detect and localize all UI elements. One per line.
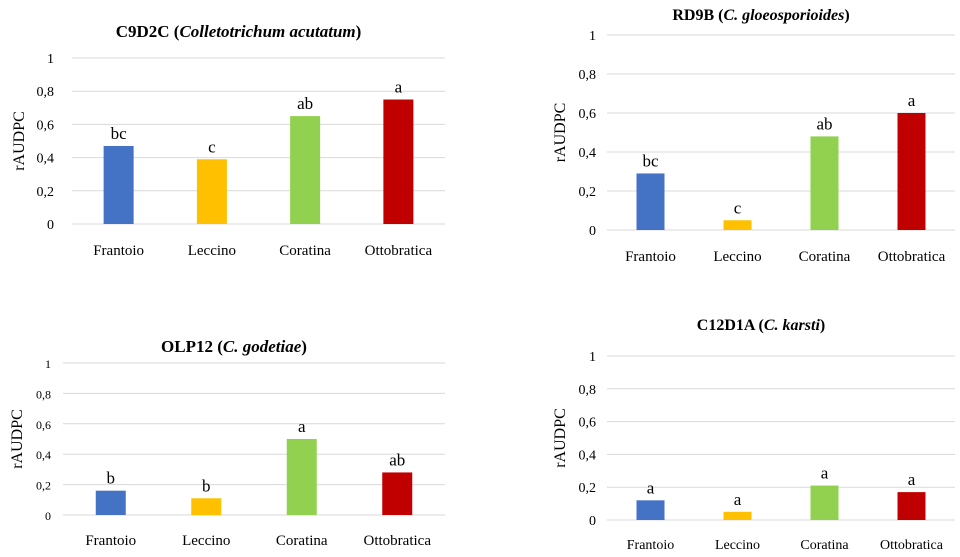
- bar-frantoio: [95, 490, 126, 515]
- x-tick-label-coratina: Coratina: [279, 243, 331, 259]
- y-tick-label: 0,6: [37, 118, 55, 133]
- y-tick-label: 0: [45, 509, 51, 523]
- bar-coratina: [810, 136, 839, 230]
- y-tick-label: 0,2: [36, 479, 51, 493]
- y-tick-label: 0: [589, 514, 596, 529]
- bar-chart-c9d2c: C9D2C (Colletotrichum acutatum) 0 0,2 0,4 0,…: [11, 22, 445, 259]
- significance-letter: bc: [111, 124, 128, 143]
- y-tick-label: 1: [589, 29, 596, 44]
- x-tick-label-coratina: Coratina: [276, 533, 328, 549]
- y-tick-label: 0,4: [37, 152, 55, 167]
- x-tick-label-leccino: Leccino: [182, 533, 230, 549]
- significance-letter: a: [298, 417, 306, 436]
- y-tick-label: 0,4: [579, 448, 597, 463]
- significance-letter: ab: [297, 94, 313, 113]
- y-tick-label: 0,6: [579, 107, 597, 122]
- bar-coratina: [810, 485, 839, 520]
- y-tick-label: 0,8: [579, 68, 597, 83]
- chart-title-c9d2c: C9D2C (Colletotrichum acutatum): [116, 22, 362, 41]
- y-tick-label: 0,4: [36, 448, 51, 462]
- significance-letter: c: [208, 137, 216, 156]
- bar-chart-rd9b: RD9B (C. gloeosporioides) 0 0,2 0,4 0,6 0,8 1 r…: [552, 7, 955, 265]
- x-tick-label-leccino: Leccino: [188, 243, 236, 259]
- significance-letter: a: [821, 464, 829, 483]
- bar-frantoio: [636, 173, 665, 230]
- y-tick-label: 0,6: [579, 416, 597, 431]
- bar-coratina: [290, 116, 321, 224]
- significance-letter: a: [908, 470, 916, 489]
- y-axis-label: rAUDPC: [11, 111, 28, 171]
- y-tick-label: 0,2: [579, 185, 597, 200]
- y-tick-label: 0,8: [579, 383, 597, 398]
- x-tick-label-ottobratica: Ottobratica: [880, 538, 944, 552]
- significance-letter: a: [395, 78, 403, 97]
- significance-letter: a: [908, 91, 916, 110]
- y-tick-label: 1: [589, 350, 596, 365]
- chart-panel-olp12: OLP12 (C. godetiae) 0 0,2 0,4 0,6 0,8 1 rAUDPC b…: [0, 276, 480, 552]
- y-tick-label: 0,2: [579, 481, 597, 496]
- y-axis-label: rAUDPC: [552, 408, 569, 468]
- bar-frantoio: [103, 145, 134, 224]
- chart-title-c12d1a: C12D1A (C. karsti): [697, 317, 825, 334]
- chart-panel-c12d1a: C12D1A (C. karsti) 0 0,2 0,4 0,6 0,8 1 rAUDPC a F…: [480, 276, 960, 553]
- bar-leccino: [723, 220, 752, 230]
- bar-leccino: [196, 159, 227, 224]
- y-tick-label: 0: [589, 224, 596, 239]
- bar-leccino: [723, 511, 752, 520]
- bar-frantoio: [636, 500, 665, 520]
- y-tick-label: 0,6: [36, 418, 51, 432]
- bar-leccino: [191, 498, 222, 515]
- y-tick-label: 1: [47, 52, 54, 67]
- y-tick-label: 0,4: [579, 146, 597, 161]
- bar-ottobratica: [897, 113, 926, 230]
- bar-chart-olp12: OLP12 (C. godetiae) 0 0,2 0,4 0,6 0,8 1 rAUDPC b…: [9, 337, 445, 549]
- chart-title-olp12: OLP12 (C. godetiae): [161, 337, 307, 356]
- significance-letter: ab: [816, 114, 832, 133]
- bar-ottobratica: [382, 472, 413, 515]
- bar-ottobratica: [383, 99, 414, 224]
- y-tick-label: 0,8: [37, 85, 55, 100]
- x-tick-label-frantoio: Frantoio: [93, 243, 144, 259]
- bar-coratina: [286, 439, 317, 515]
- significance-letter: bc: [642, 151, 659, 170]
- x-tick-label-frantoio: Frantoio: [85, 533, 136, 549]
- significance-letter: c: [734, 198, 742, 217]
- chart-panel-c9d2c: C9D2C (Colletotrichum acutatum) 0 0,2 0,4 0,…: [0, 0, 480, 276]
- y-axis-label: rAUDPC: [552, 103, 569, 163]
- x-tick-label-ottobratica: Ottobratica: [878, 249, 946, 265]
- y-tick-label: 1: [45, 357, 51, 371]
- x-tick-label-frantoio: Frantoio: [625, 249, 676, 265]
- significance-letter: a: [734, 490, 742, 509]
- y-tick-label: 0,8: [36, 387, 51, 401]
- x-tick-label-frantoio: Frantoio: [627, 538, 674, 552]
- bar-chart-c12d1a: C12D1A (C. karsti) 0 0,2 0,4 0,6 0,8 1 rAUDPC a F…: [552, 317, 955, 553]
- significance-letter: a: [647, 478, 655, 497]
- x-tick-label-leccino: Leccino: [715, 538, 760, 552]
- x-tick-label-ottobratica: Ottobratica: [365, 243, 433, 259]
- y-tick-label: 0,2: [37, 185, 55, 200]
- y-axis-label: rAUDPC: [9, 409, 26, 469]
- significance-letter: b: [107, 469, 116, 488]
- chart-panel-rd9b: RD9B (C. gloeosporioides) 0 0,2 0,4 0,6 0,8 1 r…: [480, 0, 960, 276]
- significance-letter: ab: [389, 450, 405, 469]
- y-tick-label: 0: [47, 218, 54, 233]
- x-tick-label-ottobratica: Ottobratica: [364, 533, 432, 549]
- bar-ottobratica: [897, 492, 926, 520]
- x-tick-label-leccino: Leccino: [713, 249, 761, 265]
- chart-title-rd9b: RD9B (C. gloeosporioides): [672, 7, 849, 24]
- x-tick-label-coratina: Coratina: [799, 249, 851, 265]
- x-tick-label-coratina: Coratina: [800, 538, 849, 552]
- significance-letter: b: [202, 476, 211, 495]
